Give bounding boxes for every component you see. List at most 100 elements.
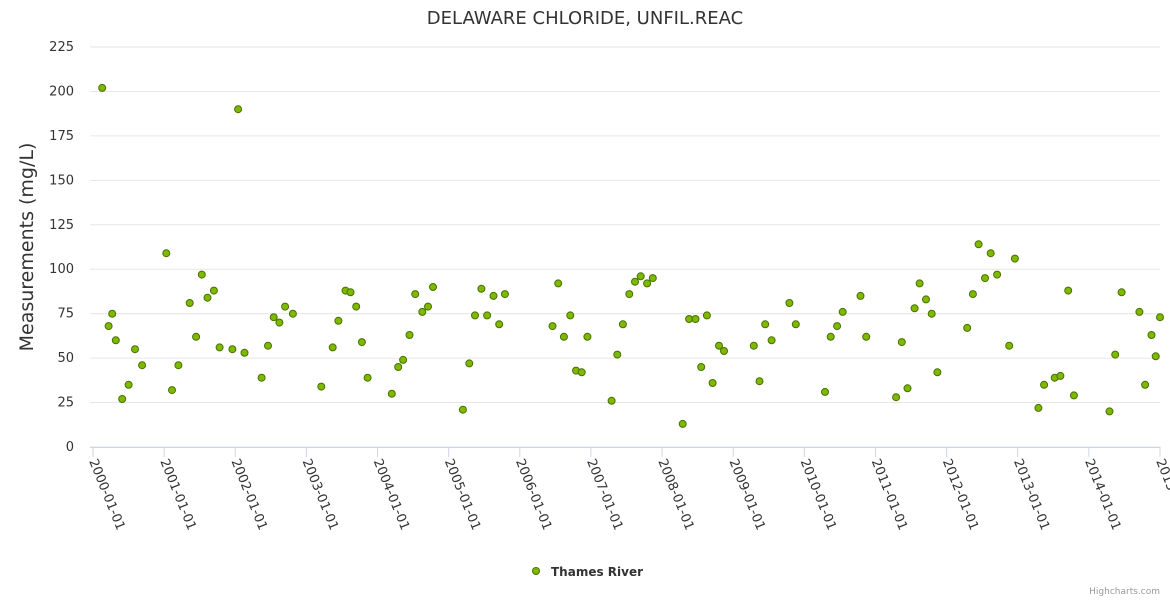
data-point[interactable] (387, 389, 396, 398)
data-point[interactable] (118, 395, 127, 403)
data-point[interactable] (643, 279, 652, 288)
data-point[interactable] (554, 279, 563, 288)
data-point[interactable] (257, 373, 266, 382)
data-point[interactable] (363, 373, 372, 382)
data-point[interactable] (755, 377, 764, 386)
data-point[interactable] (234, 105, 243, 114)
data-point[interactable] (104, 322, 113, 331)
data-point[interactable] (203, 293, 212, 302)
data-point[interactable] (767, 336, 776, 345)
data-point[interactable] (785, 299, 794, 307)
data-point[interactable] (405, 331, 414, 339)
data-point[interactable] (357, 338, 366, 347)
data-point[interactable] (1117, 288, 1126, 297)
data-point[interactable] (281, 302, 290, 311)
data-point[interactable] (1111, 350, 1120, 359)
data-point[interactable] (678, 419, 687, 428)
data-point[interactable] (209, 286, 218, 295)
data-point[interactable] (1141, 380, 1150, 389)
data-point[interactable] (98, 83, 107, 92)
data-point[interactable] (1034, 403, 1043, 412)
data-point[interactable] (607, 396, 616, 405)
data-point[interactable] (334, 316, 343, 325)
data-point[interactable] (399, 355, 408, 364)
data-point[interactable] (697, 363, 706, 371)
data-point[interactable] (903, 384, 912, 393)
data-point[interactable] (915, 279, 924, 288)
data-point[interactable] (833, 322, 842, 331)
data-point[interactable] (933, 368, 942, 377)
data-point[interactable] (708, 379, 717, 387)
credits-link[interactable]: Highcharts.com (1089, 587, 1160, 597)
data-point[interactable] (559, 332, 568, 341)
data-point[interactable] (1064, 286, 1073, 295)
data-point[interactable] (500, 290, 509, 299)
data-point[interactable] (394, 363, 403, 371)
data-point[interactable] (691, 315, 700, 323)
data-point[interactable] (566, 311, 575, 320)
data-point[interactable] (922, 295, 930, 304)
data-point[interactable] (240, 348, 249, 357)
data-point[interactable] (328, 343, 337, 352)
data-point[interactable] (648, 274, 657, 283)
data-point[interactable] (577, 368, 586, 377)
data-point[interactable] (495, 320, 504, 329)
data-point[interactable] (131, 345, 139, 354)
data-point[interactable] (138, 361, 147, 370)
data-point[interactable] (483, 311, 492, 320)
data-point[interactable] (613, 350, 622, 359)
data-point[interactable] (111, 336, 120, 345)
data-point[interactable] (1069, 391, 1078, 400)
data-point[interactable] (1010, 254, 1019, 263)
data-point[interactable] (927, 309, 936, 318)
data-point[interactable] (489, 291, 498, 300)
data-point[interactable] (986, 249, 995, 258)
data-point[interactable] (269, 313, 278, 322)
data-point[interactable] (465, 359, 474, 368)
data-point[interactable] (192, 332, 201, 341)
data-point[interactable] (636, 272, 645, 281)
data-point[interactable] (288, 309, 297, 318)
data-point[interactable] (1156, 313, 1164, 322)
data-point[interactable] (1135, 307, 1144, 316)
data-point[interactable] (838, 307, 847, 316)
data-point[interactable] (981, 274, 989, 283)
data-point[interactable] (963, 323, 972, 332)
data-point[interactable] (761, 320, 770, 329)
data-point[interactable] (108, 309, 117, 318)
data-point[interactable] (1151, 352, 1160, 361)
data-point[interactable] (124, 380, 133, 389)
data-point[interactable] (1040, 380, 1049, 389)
data-point[interactable] (197, 270, 206, 279)
data-point[interactable] (477, 284, 486, 293)
data-point[interactable] (625, 290, 634, 299)
data-point[interactable] (275, 318, 284, 327)
data-point[interactable] (411, 290, 420, 299)
data-point[interactable] (715, 341, 723, 350)
data-point[interactable] (317, 382, 326, 391)
data-point[interactable] (228, 345, 237, 354)
data-point[interactable] (702, 311, 711, 320)
data-point[interactable] (910, 304, 919, 313)
data-point[interactable] (897, 338, 906, 347)
data-point[interactable] (1005, 341, 1014, 350)
data-point[interactable] (264, 341, 272, 350)
data-point[interactable] (993, 270, 1002, 279)
data-point[interactable] (174, 361, 183, 370)
data-point[interactable] (1056, 371, 1065, 380)
data-point[interactable] (548, 322, 557, 331)
data-point[interactable] (821, 387, 829, 396)
data-point[interactable] (162, 249, 171, 258)
data-point[interactable] (1147, 331, 1156, 339)
data-point[interactable] (418, 307, 427, 316)
data-point[interactable] (424, 302, 432, 311)
data-point[interactable] (185, 299, 194, 307)
data-point[interactable] (862, 332, 871, 341)
data-point[interactable] (892, 393, 901, 402)
legend-label[interactable]: Thames River (551, 565, 643, 579)
data-point[interactable] (352, 302, 361, 311)
data-point[interactable] (826, 332, 835, 341)
data-point[interactable] (968, 290, 977, 299)
data-point[interactable] (346, 288, 355, 297)
legend[interactable]: Thames River (532, 565, 644, 579)
